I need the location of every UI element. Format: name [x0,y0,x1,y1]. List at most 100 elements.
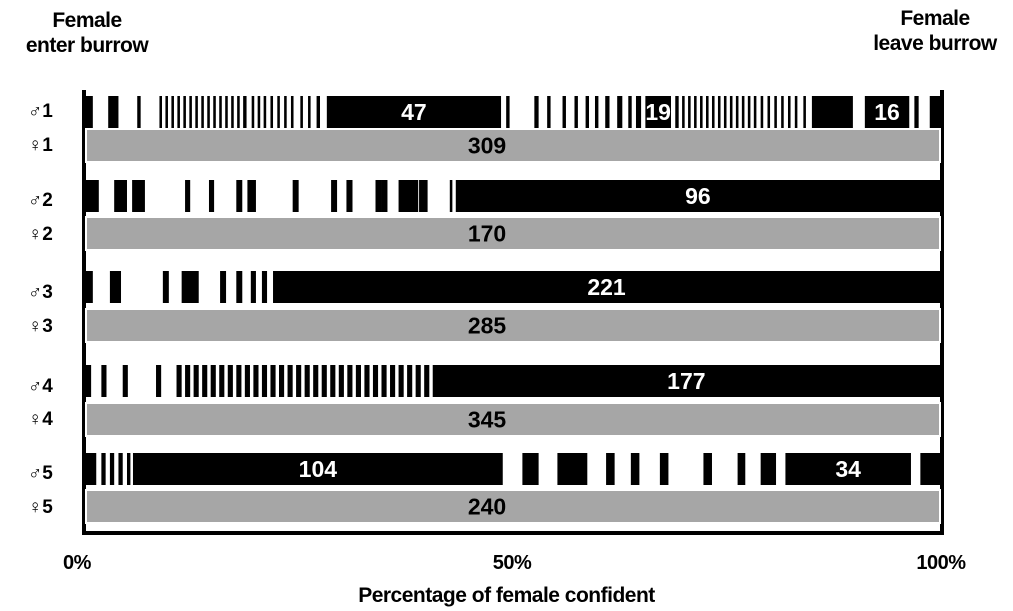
male-1-segment-39 [628,96,632,128]
male-4-segment-19 [296,365,302,397]
male-2-segment-12 [375,180,382,212]
male-5-segment-15 [785,453,911,485]
female-1-label: ♀1 [28,135,53,156]
male-1-segment-30 [506,96,510,128]
male-4-segment-31 [398,365,404,397]
male-4-segment-33 [415,365,421,397]
male-1-segment-53 [741,96,745,128]
male-1-segment-40 [635,96,642,128]
female-3-label: ♀3 [28,316,53,337]
male-4-segment-28 [372,365,379,397]
male-2-segment-1 [86,180,99,212]
male-4-segment-6 [185,365,191,397]
male-1-segment-21 [263,96,267,128]
male-1-segment-52 [735,96,739,128]
plot-area: 47 19 16 309 96 170 221 285 177 345 104 34 240 [82,90,944,535]
male-1-segment-57 [767,96,771,128]
male-2-segment-15 [419,180,428,212]
male-1-segment-28 [316,96,320,128]
male-1-segment-22 [270,96,274,128]
male-5-segment-6 [132,453,503,485]
male-2-segment-7 [247,180,256,212]
male-1-segment-29 [326,96,502,128]
male-3-segment-5 [220,271,227,303]
male-2-segment-9 [331,180,338,212]
male-2-segment-11 [346,180,353,212]
male-1-segment-24 [284,96,287,128]
male-1-segment-62 [803,96,806,128]
male-5-segment-14 [760,453,777,485]
male-4-segment-8 [202,365,208,397]
male-1-segment-56 [760,96,764,128]
male-1-segment-41 [645,96,671,128]
male-1-segment-9 [189,96,192,128]
male-1-segment-50 [723,96,727,128]
right-corner-label-line-1: Female [900,7,970,30]
male-2-segment-2 [114,180,127,212]
left-corner-label-line-2: enter burrow [25,34,149,57]
male-1-segment-48 [711,96,715,128]
male-3-segment-2 [109,271,122,303]
male-1-segment-17 [237,96,240,128]
male-1-segment-12 [207,96,210,128]
male-1-segment-18 [243,96,247,128]
male-1-segment-51 [729,96,733,128]
male-3-segment-6 [236,271,243,303]
female-2-label: ♀2 [28,224,53,245]
male-1-segment-16 [231,96,234,128]
female-1-bar [85,128,941,163]
male-5-segment-9 [606,453,615,485]
x-tick-100: 100% [916,552,966,574]
male-1-segment-44 [688,96,691,128]
male-4-segment-32 [407,365,413,397]
x-axis-line [82,531,944,535]
male-1-segment-1 [86,96,93,128]
male-1-segment-2 [108,96,119,128]
male-1-segment-14 [219,96,222,128]
male-2-segment-4 [185,180,191,212]
male-1-segment-23 [277,96,280,128]
male-1-segment-54 [747,96,751,128]
male-5-segment-1 [86,453,97,485]
x-axis-label: Percentage of female confident [358,584,655,607]
male-1-segment-42 [675,96,679,128]
male-1-segment-43 [682,96,685,128]
female-2-value-label: 170 [468,221,506,247]
male-4-segment-13 [244,365,250,397]
male-1-segment-59 [781,96,784,128]
male-3-segment-label-221: 221 [587,274,626,300]
male-2-segment-label-96: 96 [685,183,711,209]
left-corner-label: Female enter burrow [2,8,172,58]
female-4-value-label: 345 [468,407,507,433]
female-4-label: ♀4 [28,409,53,430]
male-4-segment-22 [321,365,327,397]
male-1-segment-3 [137,96,141,128]
male-1-segment-31 [534,96,539,128]
male-5-segment-3 [109,453,115,485]
male-4-segment-7 [193,365,199,397]
male-2-segment-14 [398,180,419,212]
male-1-segment-15 [225,96,228,128]
male-5-segment-4 [118,453,123,485]
male-2-segment-3 [132,180,145,212]
male-4-segment-27 [364,365,370,397]
male-5-segment-label-34: 34 [835,456,861,482]
male-1-segment-34 [574,96,578,128]
male-1-segment-33 [562,96,566,128]
male-1-segment-47 [706,96,709,128]
male-1-segment-58 [774,96,777,128]
male-1-segment-65 [914,96,919,128]
male-4-label: ♂4 [28,376,53,397]
male-4-segment-12 [236,365,242,397]
male-5-segment-12 [703,453,712,485]
male-1-segment-label-16: 16 [874,99,900,125]
x-tick-50: 50% [492,552,532,574]
male-1-segment-32 [547,96,551,128]
male-3-segment-9 [273,271,940,303]
male-5-segment-label-104: 104 [299,456,338,482]
right-corner-label-line-2: leave burrow [873,32,997,55]
female-5-label: ♀5 [28,497,53,518]
male-3-segment-7 [250,271,256,303]
male-4-segment-18 [287,365,293,397]
